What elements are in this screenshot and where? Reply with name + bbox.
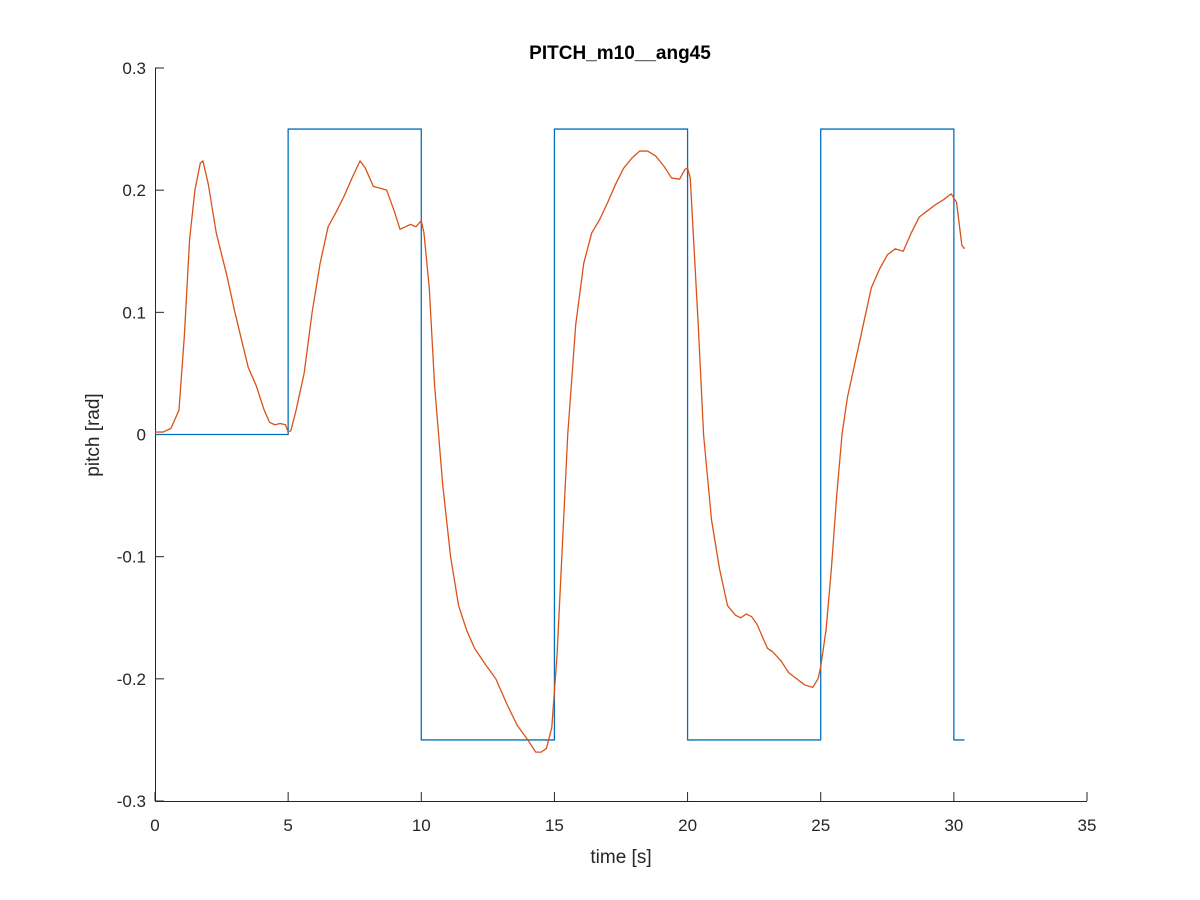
series-group	[155, 128, 966, 753]
x-tick-label: 15	[545, 816, 564, 835]
x-tick-label: 0	[150, 816, 159, 835]
x-tick-label: 35	[1078, 816, 1097, 835]
x-tick-label: 10	[412, 816, 431, 835]
y-tick-label: -0.1	[117, 548, 146, 567]
x-tick-label: 20	[678, 816, 697, 835]
y-tick-label: 0.3	[122, 59, 146, 78]
measured-series-line	[155, 150, 966, 753]
reference-series-line	[155, 128, 965, 741]
x-ticks: 0 5 10 15 20 25 30 35	[150, 792, 1096, 835]
y-tick-label: 0	[137, 426, 146, 445]
y-ticks: -0.3 -0.2 -0.1 0 0.1 0.2 0.3	[117, 59, 164, 811]
y-axis-label: pitch [rad]	[83, 393, 104, 476]
plot-area: 0 5 10 15 20 25 30 35 -0.3 -0.2 -0.1 0 0.1 0.2 0.3	[117, 59, 1097, 835]
y-tick-label: 0.1	[122, 303, 146, 322]
y-tick-label: 0.2	[122, 181, 146, 200]
y-tick-label: -0.2	[117, 670, 146, 689]
x-axis-label: time [s]	[590, 847, 651, 868]
x-tick-label: 25	[811, 816, 830, 835]
y-tick-label: -0.3	[117, 792, 146, 811]
chart-title: PITCH_m10__ang45	[529, 43, 711, 64]
x-tick-label: 5	[283, 816, 292, 835]
x-tick-label: 30	[944, 816, 963, 835]
